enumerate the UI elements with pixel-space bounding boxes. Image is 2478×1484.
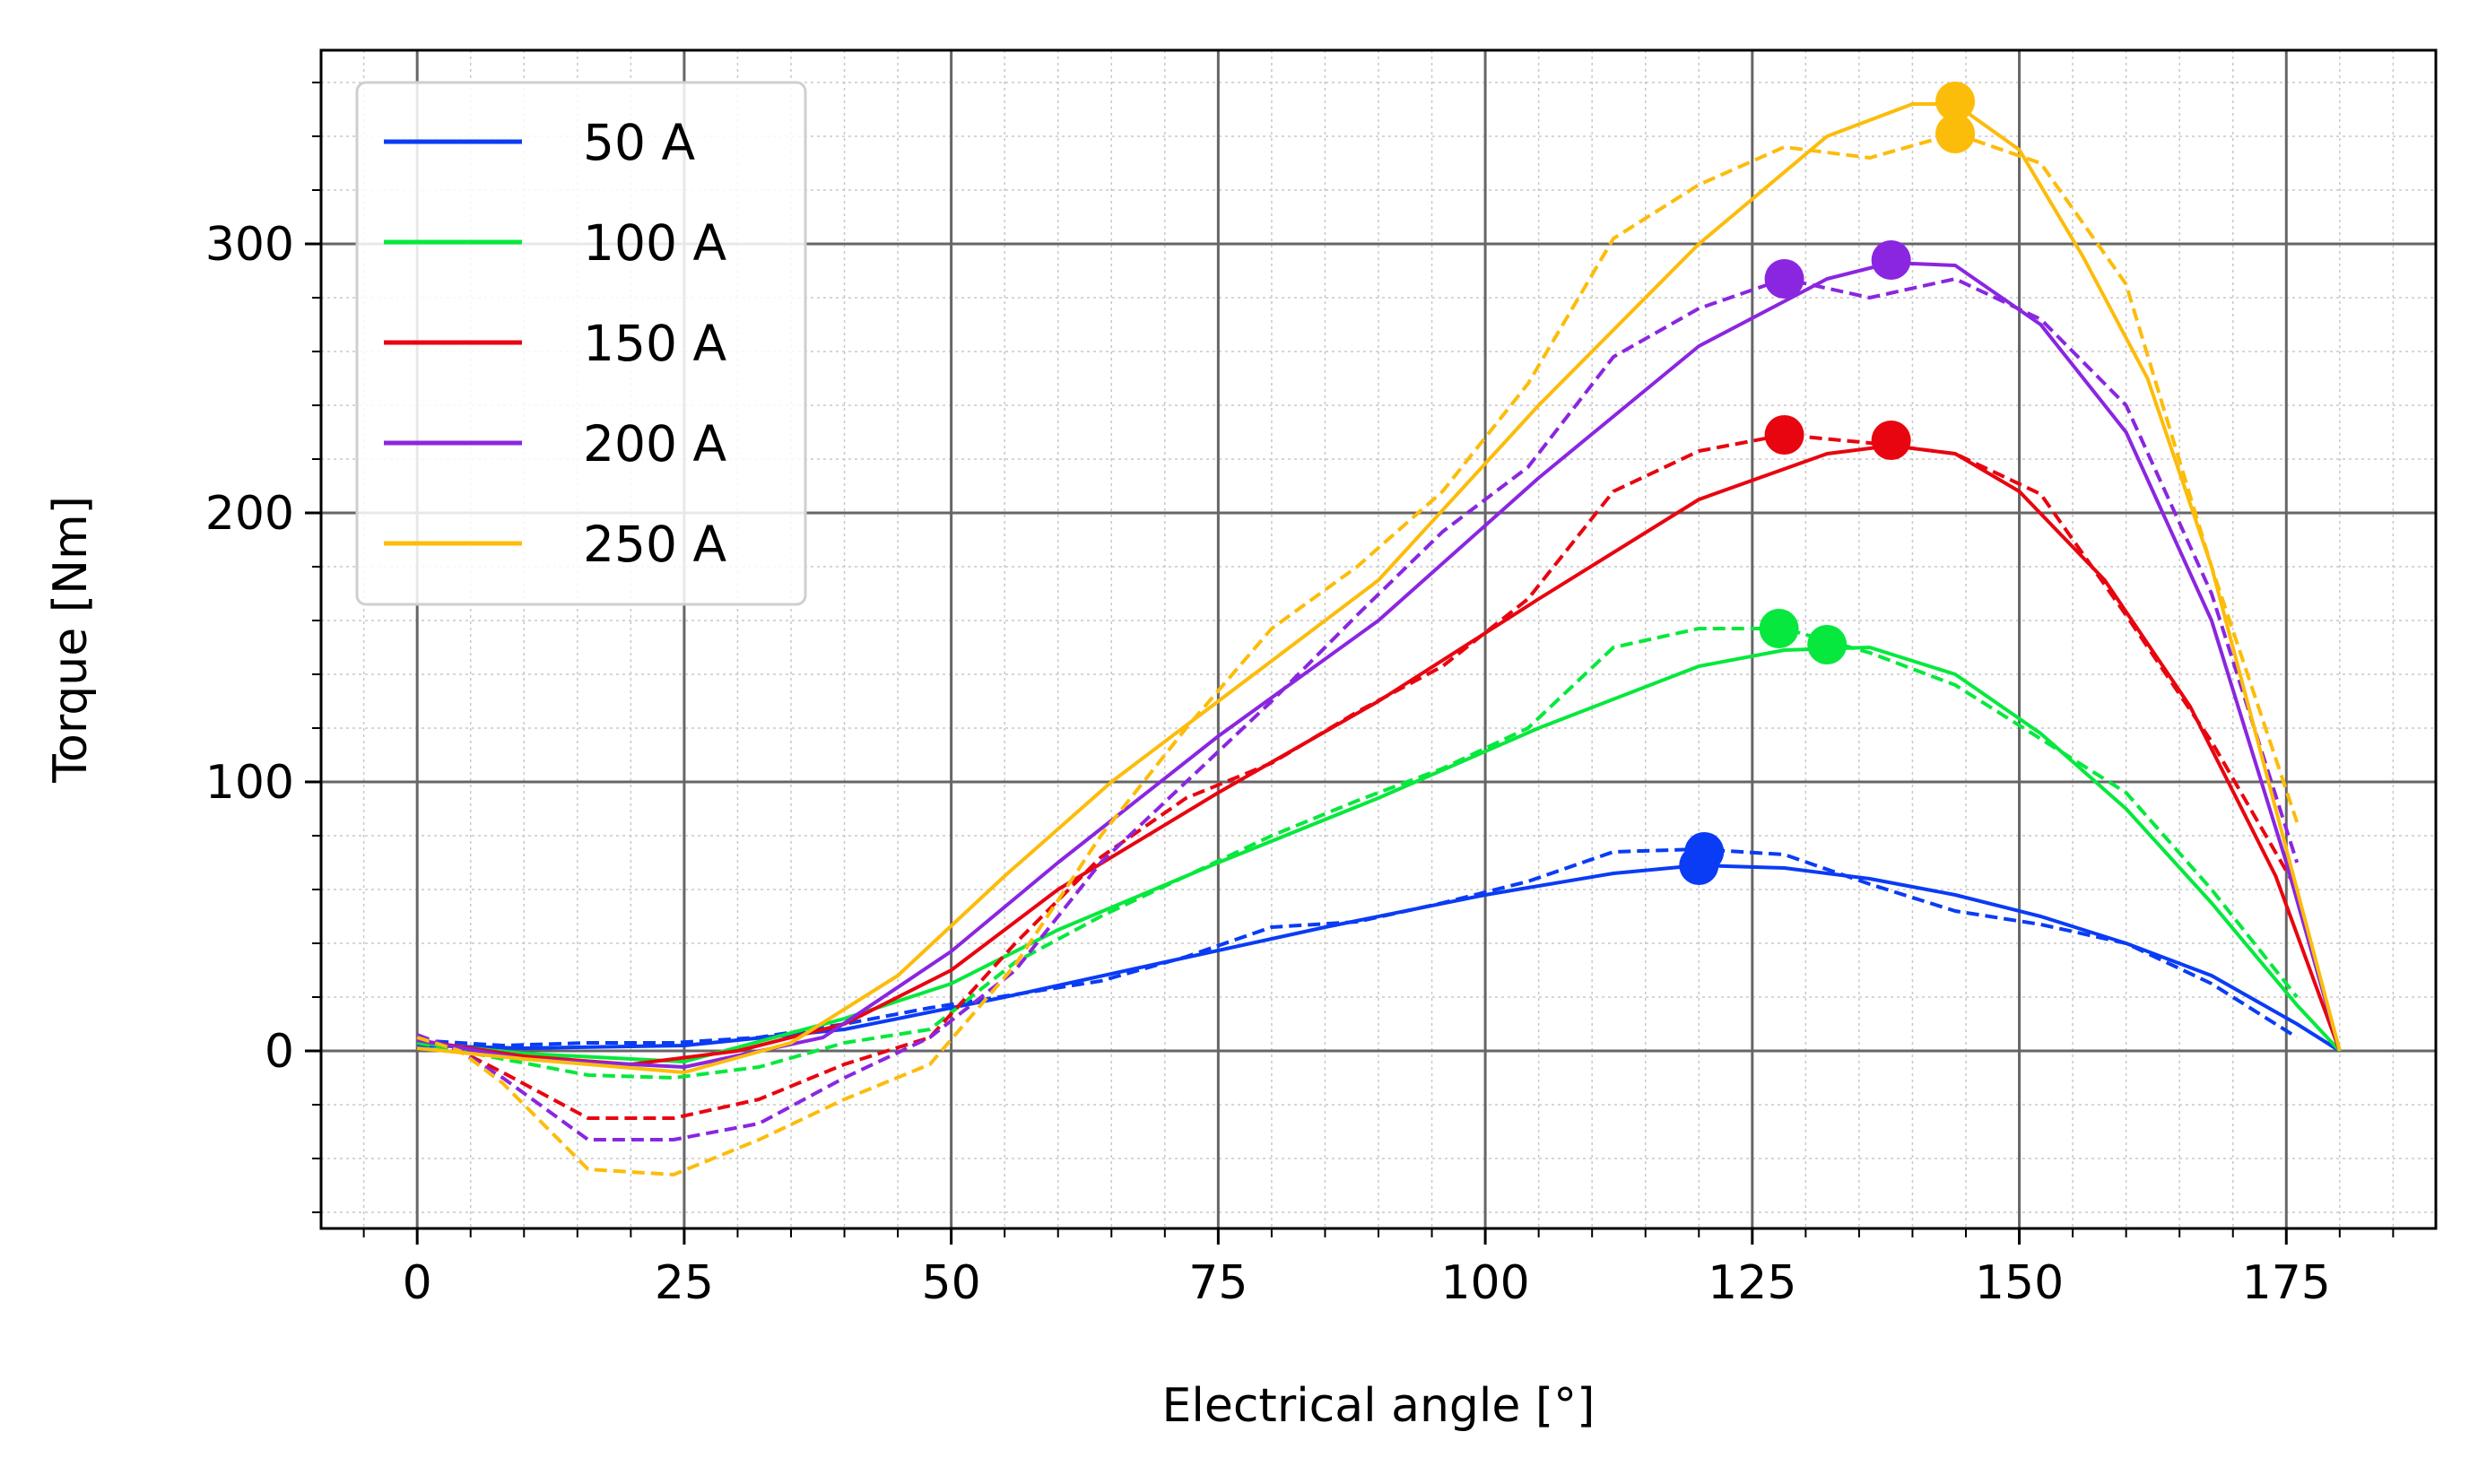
y-tick-label: 300: [205, 218, 294, 272]
legend-box: [355, 81, 807, 606]
series-100-a-peak-marker: [1807, 625, 1848, 664]
series-200-a-solid-line: [416, 261, 2342, 1069]
series-250-a-dashed-line: [416, 132, 2300, 1176]
x-tick-label: 150: [1975, 1256, 2064, 1310]
y-axis-title: Torque [Nm]: [44, 496, 98, 784]
series-250-a-peak-marker: [1935, 82, 1976, 121]
legend-label-200-a: 200 A: [583, 415, 726, 473]
legend-label-250-a: 250 A: [583, 516, 726, 573]
series-100-a-dashed-line: [416, 627, 2299, 1080]
legend: 50 A 100 A 150 A 200 A 250 A: [355, 81, 807, 606]
axis-ticks: [305, 82, 2395, 1245]
x-tick-label: 50: [922, 1256, 981, 1310]
y-tick-label: 200: [205, 487, 294, 541]
series-150-a-peak-marker: [1871, 421, 1911, 460]
x-axis-title: Electrical angle [°]: [1162, 1379, 1595, 1433]
series-layer: [416, 82, 2342, 1176]
x-tick-label: 25: [655, 1256, 714, 1310]
minor-grid: [321, 50, 2436, 1228]
series-200-a-peak-marker: [1764, 259, 1804, 299]
y-tick-label: 100: [205, 756, 294, 810]
series-100-a-peak-marker: [1759, 609, 1799, 648]
x-tick-label: 175: [2242, 1256, 2331, 1310]
y-tick-label: 0: [265, 1025, 294, 1079]
series-50-a-peak-marker: [1684, 832, 1725, 872]
tick-labels: 0 25 50 75 100 125 150 175 0 100 200 300: [205, 218, 2331, 1310]
series-250-a-peak-marker: [1935, 114, 1976, 153]
x-tick-label: 125: [1708, 1256, 1796, 1310]
x-tick-label: 75: [1188, 1256, 1248, 1310]
legend-label-50-a: 50 A: [583, 114, 695, 171]
series-150-a-peak-marker: [1764, 415, 1804, 455]
legend-label-100-a: 100 A: [583, 214, 726, 272]
series-50-a-dashed-line: [417, 847, 2299, 1047]
series-200-a-dashed-line: [416, 277, 2300, 1141]
series-200-a-peak-marker: [1871, 240, 1911, 280]
legend-label-150-a: 150 A: [583, 315, 726, 372]
x-tick-label: 100: [1440, 1256, 1529, 1310]
series-150-a-solid-line: [416, 444, 2342, 1066]
series-250-a-solid-line: [416, 102, 2342, 1074]
x-tick-label: 0: [403, 1256, 432, 1310]
